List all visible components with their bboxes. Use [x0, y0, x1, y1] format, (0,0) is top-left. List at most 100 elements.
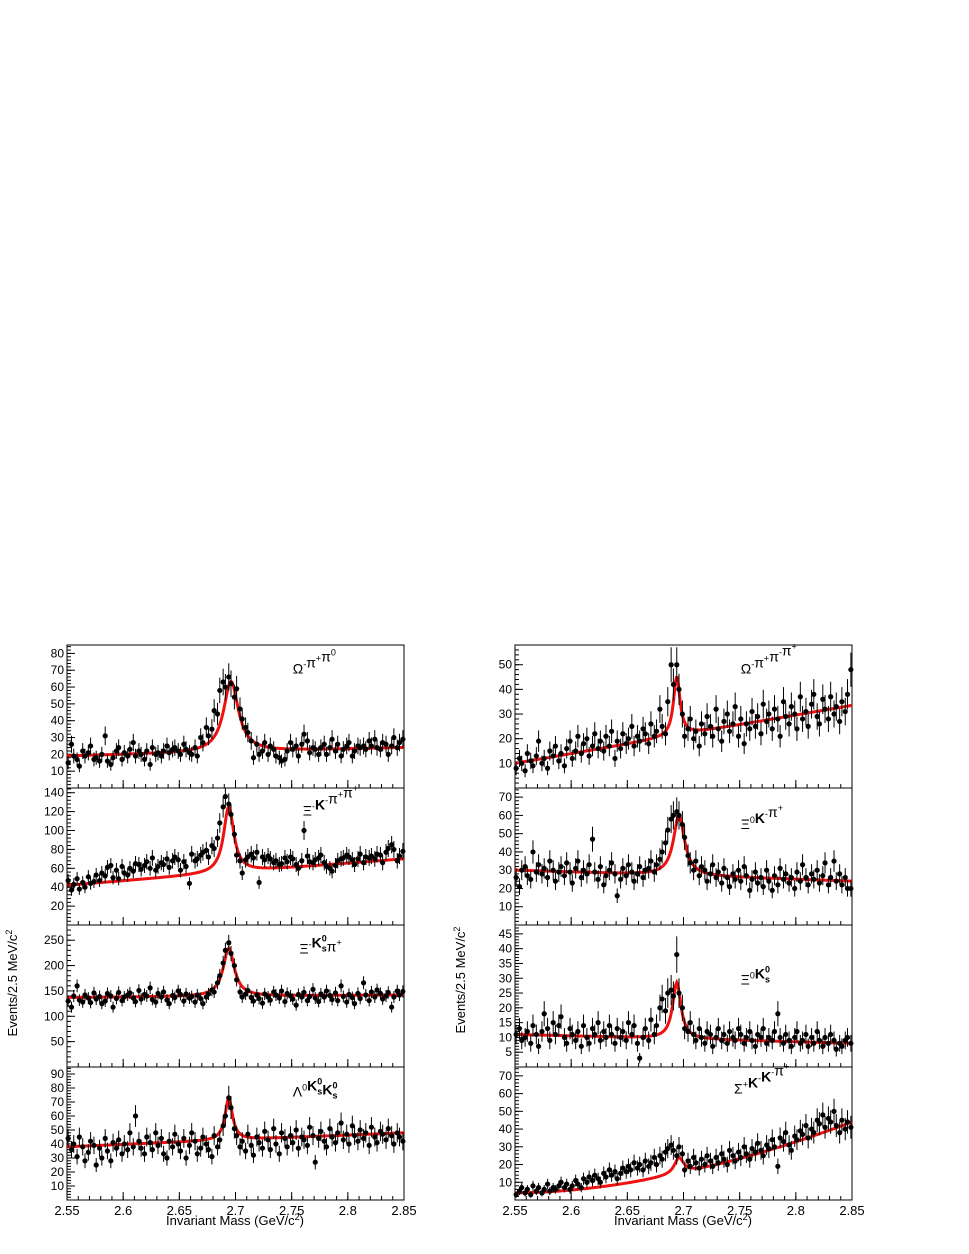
data-point: [642, 1017, 648, 1040]
panel-frame: [514, 924, 853, 1068]
data-point: [575, 1178, 581, 1190]
data-point: [310, 1126, 316, 1146]
data-point: [780, 1034, 787, 1052]
data-point: [805, 1127, 811, 1149]
data-point: [186, 877, 193, 890]
data-point: [788, 868, 794, 887]
data-point: [166, 859, 172, 875]
data-point: [693, 1154, 699, 1171]
data-point: [816, 711, 823, 737]
data-point: [391, 991, 397, 1003]
data-point: [646, 1031, 652, 1050]
data-point: [544, 1178, 551, 1190]
data-point: [780, 1131, 787, 1152]
data-point: [721, 708, 727, 735]
y-tick-label: 80: [51, 842, 65, 856]
data-point: [719, 874, 725, 892]
y-tick-label: 10: [499, 1175, 513, 1189]
data-point: [68, 884, 75, 896]
data-point: [262, 987, 268, 1001]
data-point: [569, 749, 575, 767]
channel-label: Ω-π+π0: [293, 648, 336, 677]
x-tick-label: 2.85: [839, 1203, 864, 1218]
data-point: [177, 1142, 184, 1160]
data-point: [794, 862, 800, 882]
data-point: [278, 984, 285, 998]
data-point: [771, 866, 778, 886]
data-point: [383, 1130, 389, 1149]
data-point: [637, 856, 643, 877]
data-point: [127, 986, 133, 1000]
data-point: [290, 1133, 296, 1152]
data-point: [102, 869, 108, 883]
data-point: [844, 1110, 851, 1134]
data-point: [682, 824, 688, 850]
data-point: [231, 958, 237, 973]
data-point: [738, 872, 744, 891]
data-point: [755, 1133, 761, 1154]
y-tick-label: 10: [499, 756, 513, 770]
data-point: [519, 755, 525, 772]
data-point: [752, 714, 758, 739]
data-point: [794, 1129, 800, 1151]
data-point: [648, 1007, 654, 1032]
data-point: [141, 1145, 148, 1162]
panel-3: 50 100 150 200 250 Ξ-K0 sπ+: [44, 924, 406, 1068]
data-point: [513, 1024, 519, 1045]
data-point: [693, 1031, 699, 1050]
data-point: [648, 711, 654, 737]
data-point: [307, 1117, 313, 1138]
x-tick-label: 2.85: [391, 1203, 416, 1218]
data-point: [620, 1160, 626, 1176]
data-point: [355, 1132, 361, 1151]
data-point: [629, 714, 635, 739]
x-tick-label: 2.7: [226, 1203, 244, 1218]
data-point: [164, 850, 170, 867]
data-point: [569, 1024, 575, 1045]
data-point: [584, 727, 590, 750]
data-point: [828, 1110, 834, 1134]
data-point: [513, 868, 519, 887]
data-point: [245, 1124, 251, 1144]
data-point: [646, 733, 652, 755]
data-point: [749, 1139, 755, 1159]
data-point: [704, 1021, 710, 1042]
data-point: [831, 700, 837, 728]
data-point: [189, 746, 195, 762]
data-point: [670, 668, 676, 701]
data-point: [651, 724, 657, 748]
data-point: [584, 864, 590, 884]
data-point: [685, 716, 691, 741]
data-point: [803, 1024, 809, 1045]
y-tick-label: 40: [499, 682, 513, 696]
data-point: [108, 857, 114, 873]
data-point: [110, 1133, 116, 1152]
data-point: [783, 864, 789, 884]
data-point: [385, 986, 391, 999]
data-point: [842, 868, 848, 887]
y-tick-label: 20: [51, 747, 65, 761]
channel-label: Ω-π+π-π+: [741, 642, 797, 677]
data-point: [547, 1187, 553, 1196]
data-point: [535, 1182, 542, 1193]
data-point: [552, 1024, 559, 1045]
data-point: [659, 714, 665, 739]
data-point: [329, 993, 335, 1006]
data-point: [256, 992, 262, 1005]
data-point: [136, 984, 142, 997]
data-point: [839, 1108, 845, 1133]
data-point: [400, 985, 406, 998]
data-point: [200, 1127, 206, 1147]
data-point: [310, 983, 316, 996]
data-point: [755, 703, 761, 730]
data-point: [682, 1017, 688, 1040]
data-point: [592, 722, 598, 746]
y-axis-label-right: Events/2.5 MeV/c2: [452, 927, 468, 1034]
data-point: [295, 1139, 302, 1157]
data-point: [234, 1126, 240, 1146]
data-point: [541, 749, 547, 767]
data-point: [831, 1098, 837, 1124]
data-point: [814, 860, 820, 881]
y-tick-label: 40: [51, 880, 65, 894]
data-point: [138, 1139, 144, 1157]
